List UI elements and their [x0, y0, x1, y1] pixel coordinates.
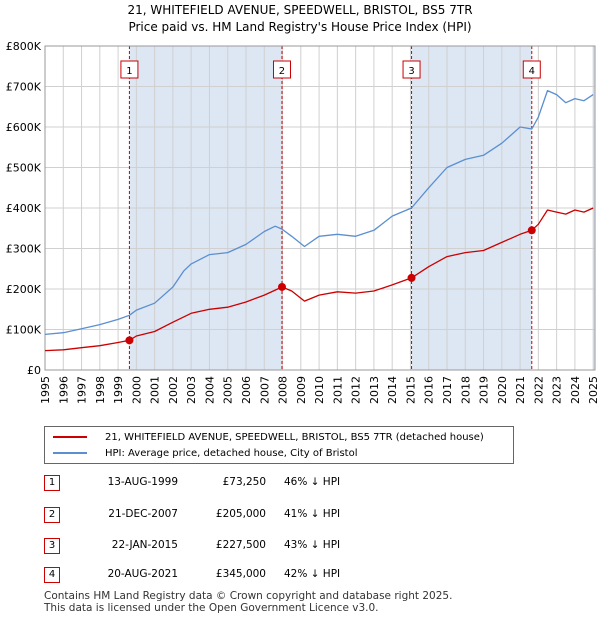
sale-hpi-relation: 42% ↓ HPI [284, 568, 341, 580]
sale-price: £73,250 [222, 476, 266, 488]
y-tick-label: £500K [6, 162, 42, 175]
sale-label-box [522, 60, 541, 79]
property-line [44, 207, 594, 352]
sale-label-box [402, 60, 421, 79]
price-chart: £0 £100K £200K £300K £400K £500K £600K £700K £80… [6, 40, 600, 404]
x-tick-label: 2005 [222, 376, 235, 404]
x-tick-label: 2002 [167, 376, 180, 404]
hpi-line [44, 89, 594, 336]
x-tick-label: 2016 [423, 376, 436, 404]
x-tick-label: 2004 [203, 376, 216, 404]
x-tick-label: 1998 [94, 376, 107, 404]
sale-hpi-relation: 41% ↓ HPI [284, 508, 341, 520]
y-tick-label: £400K [6, 202, 42, 215]
sale-date: 21-DEC-2007 [108, 508, 178, 520]
footer-licence: This data is licensed under the Open Gov… [44, 602, 379, 614]
x-tick-label: 2014 [386, 376, 399, 404]
chart-title-line1: 21, WHITEFIELD AVENUE, SPEEDWELL, BRISTO… [127, 3, 473, 17]
x-tick-label: 2020 [496, 376, 509, 404]
x-tick-label: 2009 [295, 376, 308, 404]
x-tick-label: 2019 [478, 376, 491, 404]
sale-label-number: 1 [126, 66, 132, 77]
sale-label-number: 2 [279, 66, 285, 77]
x-tick-label: 2013 [368, 376, 381, 404]
x-tick-label: 1999 [112, 376, 125, 404]
y-tick-label: £600K [6, 121, 42, 134]
sale-hpi-relation: 46% ↓ HPI [284, 476, 341, 488]
legend-swatch-hpi [53, 452, 87, 454]
sale-date: 20-AUG-2021 [107, 568, 178, 580]
y-tick-label: £0 [27, 364, 41, 377]
x-tick-label: 2021 [514, 376, 527, 404]
legend-item-hpi: HPI: Average price, detached house, City… [53, 445, 358, 461]
x-tick-label: 2006 [240, 376, 253, 404]
legend-label-hpi: HPI: Average price, detached house, City… [105, 447, 358, 459]
legend-label-property: 21, WHITEFIELD AVENUE, SPEEDWELL, BRISTO… [105, 431, 484, 443]
x-tick-label: 2010 [313, 376, 326, 404]
y-tick-label: £700K [6, 81, 42, 94]
y-tick-label: £800K [6, 40, 42, 53]
sale-label-number: 3 [408, 66, 414, 77]
y-tick-label: £300K [6, 243, 42, 256]
sale-number-badge: 2 [44, 507, 60, 523]
sale-point [277, 282, 286, 291]
sale-number-badge: 1 [44, 475, 60, 491]
sale-date: 22-JAN-2015 [111, 539, 178, 551]
x-tick-label: 2007 [258, 376, 271, 404]
x-tick-label: 2015 [404, 376, 417, 404]
sale-date: 13-AUG-1999 [107, 476, 178, 488]
x-tick-label: 2022 [532, 376, 545, 404]
sale-label-box [272, 60, 291, 79]
sale-hpi-relation: 43% ↓ HPI [284, 539, 341, 551]
x-tick-label: 1996 [57, 376, 70, 404]
x-tick-label: 2001 [149, 376, 162, 404]
legend-swatch-property [53, 436, 87, 438]
sale-point [407, 273, 416, 282]
x-tick-label: 2012 [350, 376, 363, 404]
sale-number-badge: 4 [44, 567, 60, 583]
sale-number-badge: 3 [44, 538, 60, 554]
sale-label-number: 4 [529, 66, 535, 77]
x-tick-label: 1995 [39, 376, 52, 404]
x-tick-label: 2003 [185, 376, 198, 404]
x-tick-label: 1997 [76, 376, 89, 404]
x-tick-label: 2000 [130, 376, 143, 404]
y-tick-label: £100K [6, 324, 42, 337]
sale-price: £227,500 [215, 539, 266, 551]
chart-legend: 21, WHITEFIELD AVENUE, SPEEDWELL, BRISTO… [44, 426, 514, 464]
x-tick-label: 2025 [587, 376, 600, 404]
y-tick-label: £200K [6, 283, 42, 296]
sale-label-box [120, 60, 139, 79]
legend-item-property: 21, WHITEFIELD AVENUE, SPEEDWELL, BRISTO… [53, 429, 484, 445]
x-tick-label: 2017 [441, 376, 454, 404]
chart-title-line2: Price paid vs. HM Land Registry's House … [128, 20, 472, 34]
x-tick-label: 2024 [569, 376, 582, 404]
x-tick-label: 2023 [551, 376, 564, 404]
sale-point [125, 336, 134, 345]
x-tick-label: 2011 [331, 376, 344, 404]
plot-frame [44, 45, 596, 371]
sale-price: £345,000 [215, 568, 266, 580]
sale-point [527, 226, 536, 235]
footer-copyright: Contains HM Land Registry data © Crown c… [44, 590, 453, 602]
sale-price: £205,000 [215, 508, 266, 520]
x-tick-label: 2008 [277, 376, 290, 404]
x-tick-label: 2018 [459, 376, 472, 404]
